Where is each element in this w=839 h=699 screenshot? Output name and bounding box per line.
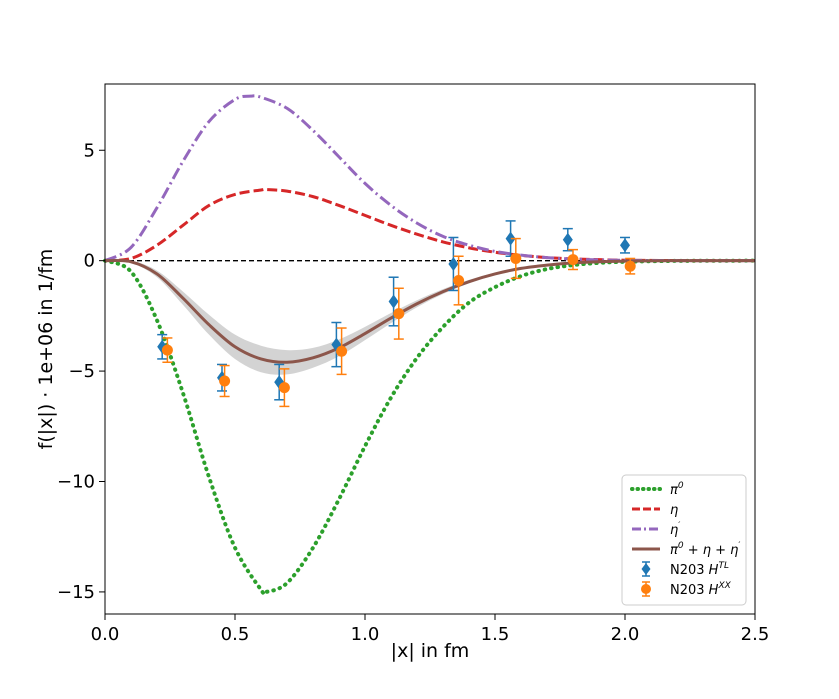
legend-label: N203 HXX: [670, 581, 732, 598]
legend-item: N203 HXX: [641, 581, 732, 598]
x-tick-label: 2.5: [741, 624, 770, 645]
data-point: [510, 237, 522, 280]
legend-item: π0: [630, 481, 684, 498]
data-point: [278, 368, 290, 408]
x-axis-label: |x| in fm: [391, 640, 470, 662]
legend-label-h: H: [709, 583, 719, 598]
data-point: [393, 287, 405, 340]
diamond-marker: [505, 231, 516, 246]
data-point: [567, 248, 579, 271]
legend-label-sup: 0: [678, 481, 684, 491]
legend-label: π0 + η + η′: [670, 541, 740, 558]
legend-label-base: N203: [670, 563, 709, 578]
circle-marker: [624, 260, 636, 272]
plot-frame: [104, 83, 756, 615]
data-point: [624, 257, 636, 275]
legend-label-base: η: [670, 523, 678, 538]
circle-marker: [278, 382, 290, 394]
diamond-marker: [562, 232, 573, 247]
series-layer: [103, 94, 757, 596]
data-point: [620, 236, 630, 254]
legend-label-sup: 0: [678, 541, 684, 551]
legend-label: η: [670, 503, 678, 518]
legend-item: η: [632, 503, 678, 518]
diamond-marker: [448, 256, 459, 271]
data-point: [388, 276, 399, 327]
legend-item: N203 HTL: [641, 561, 729, 578]
data-point: [161, 337, 173, 363]
legend-label: N203 HTL: [670, 561, 729, 578]
legend-label-h: H: [709, 563, 719, 578]
y-tick-label: −5: [68, 361, 95, 382]
legend-label-base: N203: [670, 583, 709, 598]
legend-label-base: π: [670, 483, 678, 498]
legend-item: π0 + η + η′: [632, 541, 740, 558]
y-tick-label: −10: [57, 472, 95, 493]
data-point: [453, 255, 465, 306]
circle-marker: [393, 308, 405, 320]
x-tick-label: 1.0: [351, 624, 380, 645]
circle-marker: [219, 375, 231, 387]
circle-marker: [567, 254, 579, 266]
y-tick-label: −15: [57, 582, 95, 603]
legend-item: η′: [632, 521, 680, 538]
legend-circle-marker: [641, 584, 651, 594]
legend-diamond-marker: [641, 563, 651, 575]
y-axis-label: f(|x|) · 1e+06 in 1/fm: [35, 249, 57, 450]
data-point: [562, 227, 573, 252]
legend-box: [621, 474, 747, 606]
x-tick-label: 1.5: [481, 624, 510, 645]
data-point: [336, 327, 348, 376]
legend-label-base: π: [670, 543, 678, 558]
legend-label-sup: TL: [718, 561, 729, 571]
data-point: [219, 364, 231, 398]
legend-label-rest: + η + η: [684, 543, 739, 558]
x-tick-label: 0.0: [91, 624, 120, 645]
tick-layer: 0.0 0.5 1.0 1.5 2.0 2.5 5 0 −5 −10 −15: [57, 140, 769, 645]
data-points-layer: [157, 220, 636, 408]
diamond-marker: [388, 294, 399, 309]
legend-label: π0: [670, 481, 684, 498]
legend-label-base: η: [670, 503, 678, 518]
series-line-0: [103, 258, 757, 596]
data-point: [331, 321, 342, 368]
x-tick-label: 0.5: [221, 624, 250, 645]
legend-label: η′: [670, 521, 680, 538]
series-line-3: [104, 258, 756, 364]
series-line-1: [104, 187, 756, 263]
y-tick-label: 0: [84, 251, 95, 272]
y-tick-label: 5: [84, 140, 95, 161]
series-line-2: [104, 94, 756, 263]
circle-marker: [510, 252, 522, 264]
diamond-marker: [620, 238, 630, 253]
circle-marker: [453, 275, 465, 287]
legend-label-rest-sup: ′: [738, 541, 740, 551]
circle-marker: [336, 345, 348, 357]
circle-marker: [161, 344, 173, 356]
legend-label-sup: ′: [678, 521, 680, 531]
legend-label-sup: XX: [717, 581, 731, 591]
x-tick-label: 2.0: [611, 624, 640, 645]
